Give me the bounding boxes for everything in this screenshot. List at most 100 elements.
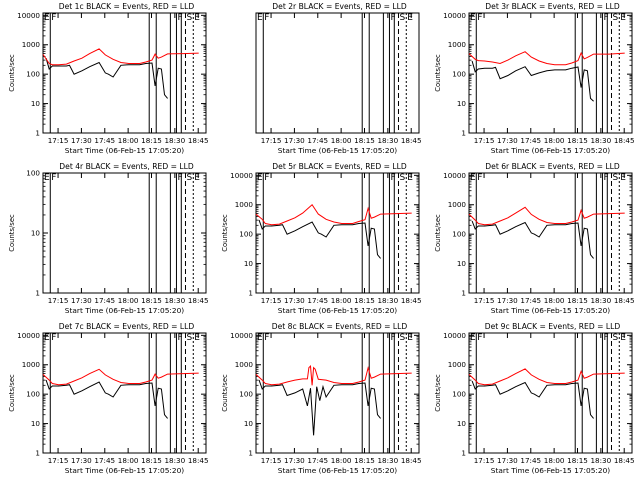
x-tick-label: 18:15 (354, 456, 375, 465)
x-tick-label: 18:00 (544, 136, 565, 145)
x-tick-label: 17:45 (520, 296, 541, 305)
x-tick-label: 17:45 (307, 136, 328, 145)
panel-det-1: Det 1c BLACK = Events, RED = LLD 1 10 100 10… (8, 2, 209, 155)
x-tick-label: 18:00 (118, 136, 139, 145)
marker-label: E (257, 333, 263, 343)
y-tick-label: 10 (244, 259, 254, 268)
plot-frame (468, 172, 633, 294)
x-tick-label: 18:00 (544, 456, 565, 465)
marker-label: F (390, 173, 395, 183)
x-tick-label: 17:30 (284, 456, 305, 465)
marker-label: F (264, 13, 269, 23)
x-tick-label: 18:15 (141, 456, 162, 465)
marker-label: F (390, 13, 395, 23)
y-tick-label: 10000 (17, 11, 40, 20)
x-tick-label: 18:15 (354, 296, 375, 305)
y-tick-label: 100 (452, 70, 466, 79)
x-tick-label: 17:15 (474, 296, 495, 305)
marker-label: S (612, 333, 618, 343)
x-tick-label: 18:15 (567, 296, 588, 305)
y-axis-label: Counts/sec (434, 54, 442, 92)
y-tick-label: 10000 (230, 171, 253, 180)
marker-label: E (620, 173, 626, 183)
marker-label: F (51, 173, 56, 183)
series-line (258, 379, 381, 436)
y-axis-label: Counts/sec (221, 374, 229, 412)
marker-label: F (477, 333, 482, 343)
marker-label: E (470, 13, 476, 23)
marker-label: S (399, 333, 405, 343)
panel-title: Det 9c BLACK = Events, RED = LLD (485, 322, 621, 331)
x-tick-label: 17:15 (261, 296, 282, 305)
series-line (471, 220, 594, 259)
marker-label: E (44, 173, 50, 183)
plot-frame (468, 332, 633, 454)
y-tick-label: 1 (461, 449, 466, 458)
y-tick-label: 1000 (22, 40, 41, 49)
marker-label: E (620, 13, 626, 23)
marker-label: F (603, 13, 608, 23)
marker-label: E (257, 13, 263, 23)
series-line (255, 203, 412, 226)
y-axis-label: Counts/sec (221, 214, 229, 252)
y-tick-label: 1 (35, 449, 40, 458)
y-tick-label: 10000 (443, 11, 466, 20)
y-tick-label: 1000 (448, 40, 467, 49)
x-tick-label: 17:45 (520, 456, 541, 465)
series-line (468, 51, 625, 66)
x-tick-label: 18:15 (141, 296, 162, 305)
marker-label: F (477, 13, 482, 23)
y-tick-label: 10 (457, 419, 467, 428)
y-tick-label: 100 (239, 230, 253, 239)
y-tick-label: 1 (35, 289, 40, 298)
marker-label: F (477, 173, 482, 183)
x-tick-label: 18:00 (331, 456, 352, 465)
x-tick-label: 17:30 (497, 296, 518, 305)
marker-label: E (257, 173, 263, 183)
panel-det-9: Det 9c BLACK = Events, RED = LLD 1 10 100 10… (434, 322, 635, 475)
marker-label: F (51, 13, 56, 23)
marker-label: E (470, 333, 476, 343)
x-tick-label: 18:15 (141, 136, 162, 145)
marker-label: S (399, 173, 405, 183)
panel-title: Det 7c BLACK = Events, RED = LLD (59, 322, 195, 331)
y-tick-label: 1 (461, 289, 466, 298)
marker-label: E (407, 333, 413, 343)
marker-label: F (177, 333, 182, 343)
marker-label: E (407, 173, 413, 183)
y-tick-label: 100 (26, 169, 40, 178)
x-tick-label: 18:30 (590, 456, 611, 465)
x-tick-label: 17:30 (284, 296, 305, 305)
y-axis-label: Counts/sec (8, 214, 16, 252)
x-tick-label: 18:00 (331, 296, 352, 305)
x-axis-label: Start Time (06-Feb-15 17:05:20) (65, 466, 184, 475)
marker-label: E (194, 13, 200, 23)
y-tick-label: 10 (31, 229, 41, 238)
x-tick-label: 17:15 (474, 456, 495, 465)
x-tick-label: 17:30 (71, 456, 92, 465)
y-axis-label: Counts/sec (8, 374, 16, 412)
marker-label: E (44, 333, 50, 343)
marker-label: S (399, 13, 405, 23)
y-tick-label: 1 (248, 449, 253, 458)
x-tick-label: 18:45 (614, 296, 635, 305)
y-tick-label: 1 (35, 129, 40, 138)
y-tick-label: 100 (26, 70, 40, 79)
series-line (471, 60, 594, 102)
x-axis-label: Start Time (06-Feb-15 17:05:20) (65, 306, 184, 315)
x-tick-label: 17:15 (48, 456, 69, 465)
y-axis-label: Counts/sec (434, 214, 442, 252)
x-tick-label: 18:45 (188, 136, 209, 145)
panel-det-8: Det 8c BLACK = Events, RED = LLD 1 10 100 10… (221, 322, 422, 475)
x-axis-label: Start Time (06-Feb-15 17:05:20) (491, 306, 610, 315)
panel-det-6: Det 6r BLACK = Events, RED = LLD 1 10 100 10… (434, 162, 635, 315)
x-tick-label: 18:15 (567, 456, 588, 465)
x-tick-label: 18:45 (188, 456, 209, 465)
x-tick-label: 17:45 (307, 456, 328, 465)
y-tick-label: 10 (244, 419, 254, 428)
x-tick-label: 18:15 (354, 136, 375, 145)
x-tick-label: 17:15 (48, 136, 69, 145)
series-line (468, 368, 625, 386)
panel-title: Det 1c BLACK = Events, RED = LLD (59, 2, 195, 11)
x-tick-label: 17:45 (307, 296, 328, 305)
